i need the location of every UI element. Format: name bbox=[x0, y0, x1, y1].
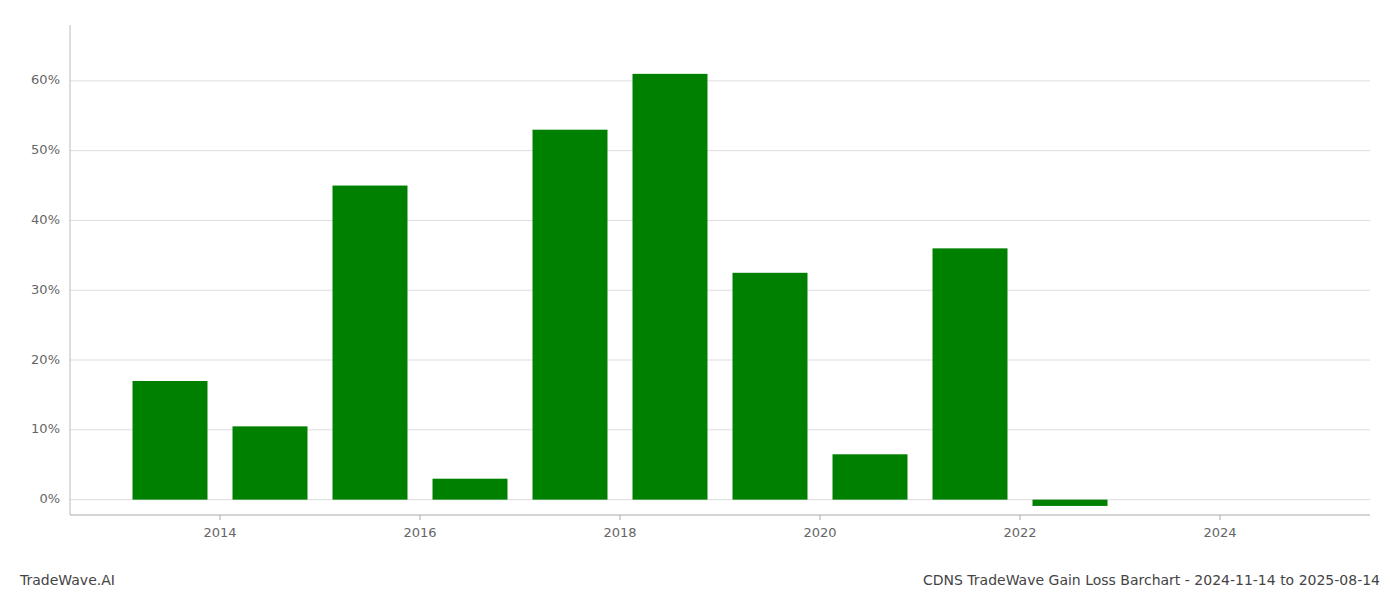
grid-line bbox=[70, 80, 1370, 81]
bar bbox=[333, 186, 408, 500]
x-tick bbox=[620, 515, 621, 520]
title: CDNS TradeWave Gain Loss Barchart - 2024… bbox=[923, 572, 1380, 588]
bars bbox=[133, 74, 1108, 506]
grid bbox=[70, 81, 1370, 500]
grid-line bbox=[70, 360, 1370, 361]
x-tick bbox=[220, 515, 221, 520]
bar bbox=[733, 273, 808, 500]
x-tick bbox=[820, 515, 821, 520]
x-tick bbox=[420, 515, 421, 520]
bar bbox=[433, 479, 508, 500]
y-tick-label: 0% bbox=[39, 491, 60, 506]
x-tick-label: 2022 bbox=[1003, 525, 1036, 540]
bar bbox=[533, 130, 608, 500]
bar bbox=[1033, 500, 1108, 506]
x-axis: 2014 2016 2018 2020 2022 2024 bbox=[70, 515, 1370, 540]
grid-line bbox=[70, 290, 1370, 291]
x-tick bbox=[1220, 515, 1221, 520]
footer-annotation: TradeWave.AI bbox=[19, 572, 115, 588]
grid-line bbox=[70, 150, 1370, 151]
x-tick-label: 2018 bbox=[603, 525, 636, 540]
y-tick-label: 20% bbox=[31, 352, 60, 367]
y-tick-label: 30% bbox=[31, 282, 60, 297]
y-tick-label: 40% bbox=[31, 212, 60, 227]
x-tick-label: 2024 bbox=[1203, 525, 1236, 540]
y-axis: 0% 10% 20% 30% 40% 50% 60% bbox=[31, 72, 60, 506]
bar bbox=[833, 454, 908, 499]
bar bbox=[133, 381, 208, 500]
x-axis-line bbox=[70, 514, 1370, 515]
y-tick-label: 10% bbox=[31, 421, 60, 436]
y-axis-line bbox=[70, 25, 71, 515]
bar bbox=[1133, 499, 1208, 500]
grid-line bbox=[70, 220, 1370, 221]
y-tick-label: 50% bbox=[31, 142, 60, 157]
bar bbox=[933, 248, 1008, 499]
x-tick-label: 2014 bbox=[203, 525, 236, 540]
y-tick-label: 60% bbox=[31, 72, 60, 87]
bar bbox=[233, 426, 308, 499]
bar bbox=[633, 74, 708, 500]
x-tick-label: 2016 bbox=[403, 525, 436, 540]
chart-svg: 0% 10% 20% 30% 40% 50% 60% 2014 2016 2018 2020 2022… bbox=[0, 0, 1400, 600]
x-tick-label: 2020 bbox=[803, 525, 836, 540]
x-tick bbox=[1020, 515, 1021, 520]
chart-container: 0% 10% 20% 30% 40% 50% 60% 2014 2016 2018 2020 2022… bbox=[0, 0, 1400, 600]
